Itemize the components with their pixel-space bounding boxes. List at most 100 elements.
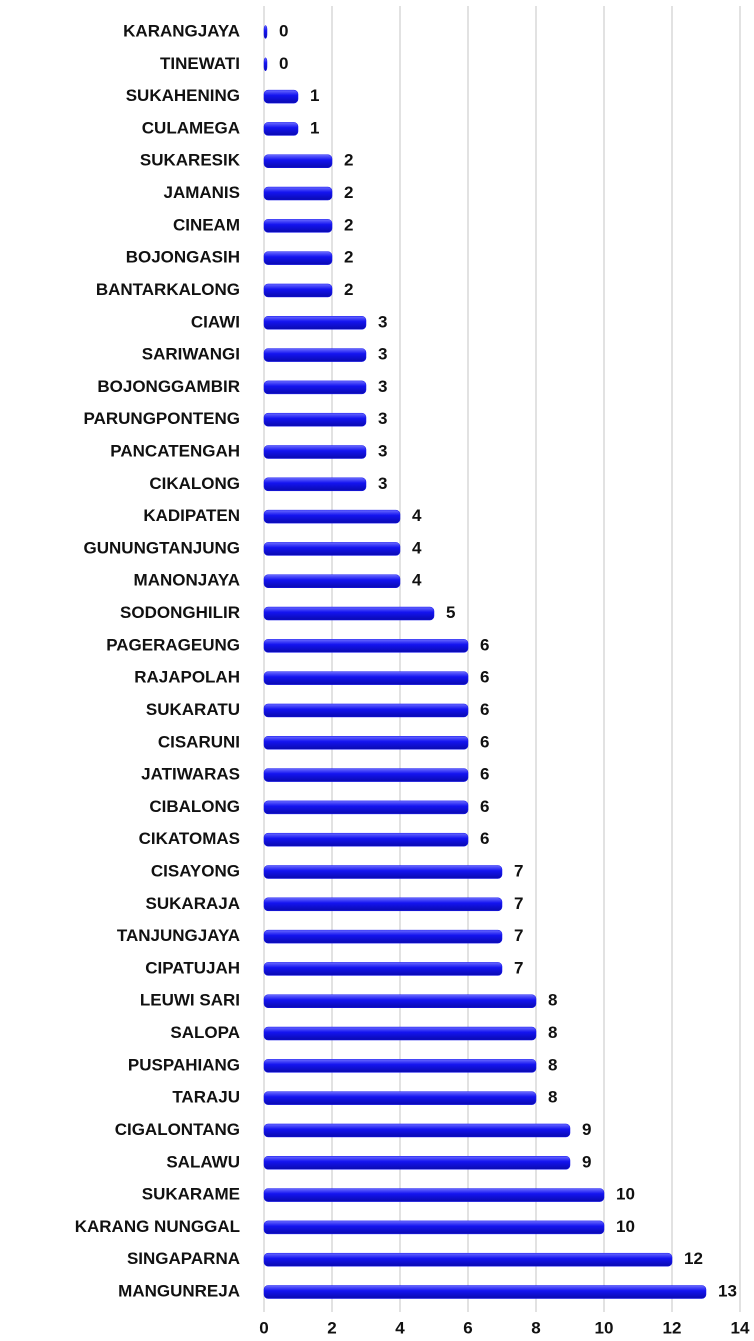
value-label: 9: [582, 1120, 591, 1139]
bar: [263, 768, 469, 782]
bar: [263, 1123, 571, 1138]
y-tick-label: LEUWI SARI: [140, 991, 240, 1010]
value-label: 3: [378, 377, 387, 396]
x-tick-label: 4: [395, 1318, 405, 1337]
value-label: 6: [480, 700, 489, 719]
value-label: 2: [344, 183, 353, 202]
value-label: 0: [279, 21, 288, 40]
bar: [263, 122, 299, 136]
y-tick-label: SINGAPARNA: [127, 1249, 240, 1268]
value-label: 10: [616, 1217, 635, 1236]
value-label: 12: [684, 1249, 703, 1268]
value-label: 7: [514, 861, 523, 880]
bar: [263, 574, 401, 588]
value-label: 6: [480, 765, 489, 784]
y-tick-label: CISARUNI: [158, 732, 240, 751]
y-tick-label: CIKATOMAS: [139, 829, 240, 848]
value-label: 3: [378, 441, 387, 460]
bar: [263, 1188, 605, 1202]
y-tick-label: SARIWANGI: [142, 345, 240, 364]
value-label: 8: [548, 991, 557, 1010]
y-tick-label: JATIWARAS: [141, 765, 240, 784]
value-label: 7: [514, 958, 523, 977]
y-tick-label: SALOPA: [170, 1023, 240, 1042]
bar: [263, 219, 333, 233]
bar: [263, 412, 367, 427]
value-label: 13: [718, 1281, 737, 1300]
bar: [263, 929, 503, 944]
bar: [263, 703, 469, 718]
value-label: 5: [446, 603, 455, 622]
value-label: 8: [548, 1088, 557, 1107]
y-tick-label: CISAYONG: [151, 861, 240, 880]
x-tick-label: 6: [463, 1318, 472, 1337]
x-tick-label: 8: [531, 1318, 540, 1337]
value-label: 2: [344, 280, 353, 299]
bar: [263, 994, 537, 1008]
bar: [263, 1156, 571, 1170]
y-tick-label: SUKARAME: [142, 1185, 240, 1204]
y-tick-label: GUNUNGTANJUNG: [84, 538, 240, 557]
y-tick-label: CIPATUJAH: [145, 958, 240, 977]
bar: [263, 962, 503, 976]
y-tick-label: PANCATENGAH: [110, 441, 240, 460]
y-tick-label: JAMANIS: [163, 183, 240, 202]
y-tick-label: TINEWATI: [160, 54, 240, 73]
bar: [263, 1059, 537, 1073]
value-label: 2: [344, 151, 353, 170]
bar: [263, 57, 268, 72]
value-label: 6: [480, 829, 489, 848]
y-tick-label: BANTARKALONG: [96, 280, 240, 299]
y-tick-label: SUKARESIK: [140, 151, 241, 170]
value-label: 3: [378, 409, 387, 428]
y-tick-label: SUKARAJA: [146, 894, 240, 913]
value-label: 10: [616, 1185, 635, 1204]
bar: [263, 154, 333, 168]
y-tick-label: SUKAHENING: [126, 86, 240, 105]
value-label: 6: [480, 732, 489, 751]
y-tick-label: PAGERAGEUNG: [106, 635, 240, 654]
x-tick-label: 0: [259, 1318, 268, 1337]
value-label: 7: [514, 894, 523, 913]
y-tick-label: CIGALONTANG: [115, 1120, 240, 1139]
value-label: 3: [378, 345, 387, 364]
value-label: 3: [378, 474, 387, 493]
bar: [263, 1091, 537, 1105]
y-tick-label: PARUNGPONTENG: [84, 409, 240, 428]
value-label: 0: [279, 54, 288, 73]
y-tick-label: KARANG NUNGGAL: [75, 1217, 240, 1236]
bar: [263, 1285, 707, 1299]
bar: [263, 606, 435, 621]
value-label: 7: [514, 926, 523, 945]
bar: [263, 542, 401, 556]
bar: [263, 639, 469, 653]
bar: [263, 445, 367, 459]
bar: [263, 736, 469, 750]
y-tick-label: BOJONGGAMBIR: [97, 377, 240, 396]
y-tick-label: CULAMEGA: [142, 118, 240, 137]
y-tick-label: CIKALONG: [149, 474, 240, 493]
bar: [263, 671, 469, 685]
y-tick-label: CIAWI: [191, 312, 240, 331]
value-label: 3: [378, 312, 387, 331]
bar: [263, 477, 367, 492]
value-label: 4: [412, 538, 422, 557]
bar: [263, 832, 469, 847]
y-tick-label: KARANGJAYA: [123, 21, 240, 40]
value-label: 8: [548, 1023, 557, 1042]
x-tick-label: 2: [327, 1318, 336, 1337]
bar: [263, 25, 268, 39]
y-tick-label: RAJAPOLAH: [134, 668, 240, 687]
value-label: 4: [412, 571, 422, 590]
y-tick-label: SALAWU: [166, 1152, 240, 1171]
bar: [263, 251, 333, 265]
y-tick-label: MANONJAYA: [134, 571, 240, 590]
value-label: 1: [310, 118, 319, 137]
y-tick-label: PUSPAHIANG: [128, 1055, 240, 1074]
bar: [263, 1026, 537, 1041]
bar: [263, 1220, 605, 1235]
bar: [263, 800, 469, 815]
x-tick-label: 10: [595, 1318, 614, 1337]
x-tick-label: 12: [663, 1318, 682, 1337]
